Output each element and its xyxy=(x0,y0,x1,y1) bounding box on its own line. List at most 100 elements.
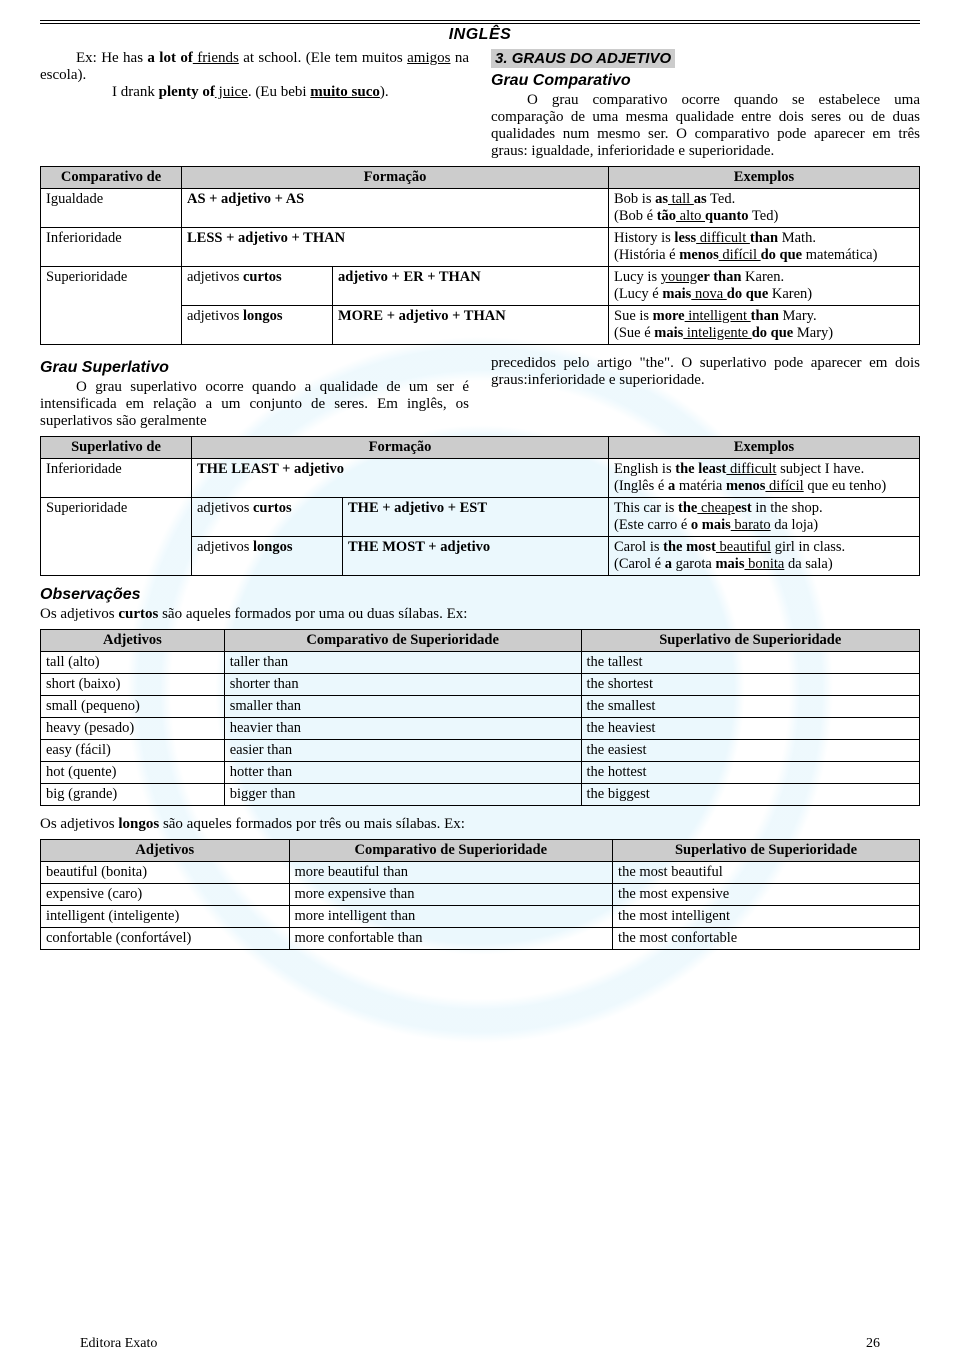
txt: subject I have. xyxy=(776,461,864,477)
txt: Karen. xyxy=(741,269,784,285)
txt: This car is xyxy=(614,500,678,516)
txt: longos xyxy=(253,539,293,555)
txt: (História é xyxy=(614,247,679,263)
txt: (Bob é xyxy=(614,208,657,224)
txt: longos xyxy=(118,816,159,832)
txt: Ted. xyxy=(707,191,736,207)
txt: do que xyxy=(761,247,803,263)
txt: adjetivos xyxy=(197,539,253,555)
td: adjetivos curtos xyxy=(192,498,343,537)
sec-title: GRAUS DO ADJETIVO xyxy=(512,50,671,67)
sup-body-b: precedidos pelo artigo "the". O superlat… xyxy=(491,355,920,389)
txt: curtos xyxy=(118,606,158,622)
td: easy (fácil) xyxy=(41,740,225,762)
sup-body-a: O grau superlativo ocorre quando a quali… xyxy=(40,379,469,430)
grau-comparativo-head: Grau Comparativo xyxy=(491,72,920,90)
td: more confortable than xyxy=(289,928,613,950)
txt: Mary) xyxy=(793,325,833,341)
txt: adjetivos xyxy=(187,269,243,285)
td: hot (quente) xyxy=(41,762,225,784)
txt: er than xyxy=(697,269,741,285)
txt: Sue is xyxy=(614,308,653,324)
intro-p1: Ex: He has a lot of friends at school. (… xyxy=(40,50,469,84)
td: more intelligent than xyxy=(289,906,613,928)
txt: barato xyxy=(731,517,771,533)
txt: Ted) xyxy=(749,208,779,224)
td: THE + adjetivo + EST xyxy=(343,498,609,537)
td: AS + adjetivo + AS xyxy=(182,189,609,228)
td: small (pequeno) xyxy=(41,696,225,718)
td: hotter than xyxy=(224,762,581,784)
txt: da sala) xyxy=(784,556,832,572)
sup-left: Grau Superlativo O grau superlativo ocor… xyxy=(40,355,469,430)
td: the hottest xyxy=(581,762,919,784)
txt: . (Eu bebi xyxy=(248,84,310,100)
txt: Lucy is xyxy=(614,269,661,285)
txt: as xyxy=(655,191,668,207)
footer-page-number: 26 xyxy=(866,1336,880,1352)
td: the most confortable xyxy=(613,928,920,950)
txt: muito suco xyxy=(310,84,380,100)
td: beautiful (bonita) xyxy=(41,862,290,884)
txt: est xyxy=(735,500,752,516)
th: Superlativo de Superioridade xyxy=(581,630,919,652)
td: shorter than xyxy=(224,674,581,696)
txt: nova xyxy=(691,286,726,302)
comparativo-table: Comparativo de Formação Exemplos Igualda… xyxy=(40,166,920,345)
td: History is less difficult than Math. (Hi… xyxy=(609,228,920,267)
observacoes-head: Observações xyxy=(40,586,920,604)
txt: difícil xyxy=(719,247,761,263)
txt: inteligente xyxy=(683,325,751,341)
txt: do que xyxy=(752,325,794,341)
txt: LESS + adjetivo + THAN xyxy=(187,230,345,246)
txt: difficult xyxy=(726,461,776,477)
th: Adjetivos xyxy=(41,840,290,862)
txt: (Sue é xyxy=(614,325,654,341)
th: Superlativo de xyxy=(41,437,192,459)
txt: as xyxy=(694,191,707,207)
curtos-table: Adjetivos Comparativo de Superioridade S… xyxy=(40,629,920,806)
td: taller than xyxy=(224,652,581,674)
txt: girl in class. xyxy=(771,539,845,555)
txt: History is xyxy=(614,230,674,246)
td: Superioridade xyxy=(41,267,182,345)
txt: curtos xyxy=(253,500,292,516)
txt: Bob is xyxy=(614,191,655,207)
section-3-heading: 3. GRAUS DO ADJETIVO xyxy=(491,50,920,68)
txt: Os adjetivos xyxy=(40,816,118,832)
td: expensive (caro) xyxy=(41,884,290,906)
txt: matemática) xyxy=(802,247,877,263)
obs-p2: Os adjetivos longos são aqueles formados… xyxy=(40,816,920,833)
td: short (baixo) xyxy=(41,674,225,696)
td: Superioridade xyxy=(41,498,192,576)
txt: ). xyxy=(380,84,389,100)
txt: a xyxy=(665,556,672,572)
td: adjetivos longos xyxy=(182,306,333,345)
txt: mais xyxy=(654,325,683,341)
txt: da loja) xyxy=(771,517,819,533)
th: Superlativo de Superioridade xyxy=(613,840,920,862)
txt: que eu tenho) xyxy=(804,478,887,494)
td: tall (alto) xyxy=(41,652,225,674)
txt: more xyxy=(653,308,685,324)
td: the biggest xyxy=(581,784,919,806)
txt: curtos xyxy=(243,269,282,285)
txt: Mary. xyxy=(779,308,817,324)
td: the most expensive xyxy=(613,884,920,906)
txt: than xyxy=(751,308,779,324)
txt: (Carol é xyxy=(614,556,665,572)
txt: intelligent xyxy=(685,308,751,324)
td: Lucy is younger than Karen. (Lucy é mais… xyxy=(609,267,920,306)
txt: AS + adjetivo + AS xyxy=(187,191,304,207)
txt: I drank xyxy=(112,84,159,100)
txt: do que xyxy=(727,286,769,302)
intro-p2: I drank plenty of juice. (Eu bebi muito … xyxy=(40,84,469,101)
th: Exemplos xyxy=(609,437,920,459)
th: Comparativo de xyxy=(41,167,182,189)
txt: Carol is xyxy=(614,539,663,555)
txt: longos xyxy=(243,308,283,324)
txt: tão xyxy=(657,208,676,224)
txt: mais xyxy=(715,556,744,572)
obs-p1: Os adjetivos curtos são aqueles formados… xyxy=(40,606,920,623)
td: MORE + adjetivo + THAN xyxy=(333,306,609,345)
